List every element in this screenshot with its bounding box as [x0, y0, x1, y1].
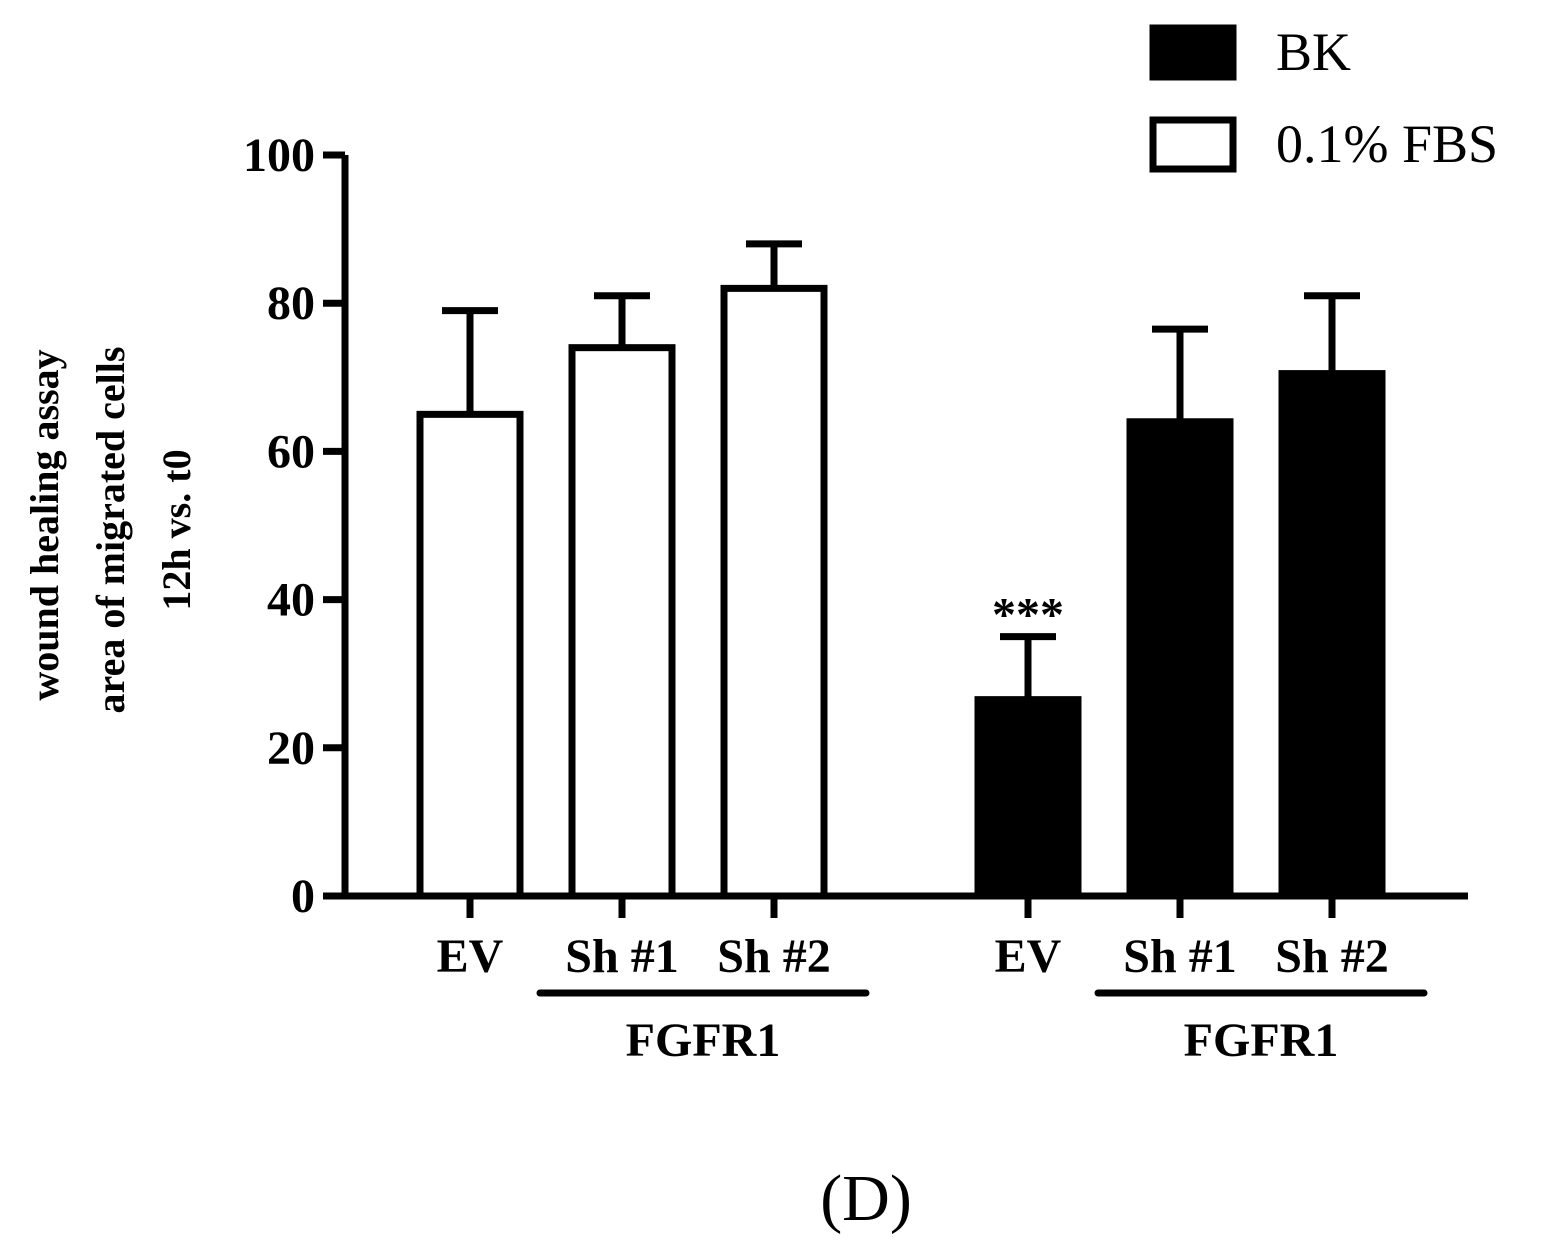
- y-axis-title: wound healing assay area of migrated cel…: [22, 347, 199, 714]
- legend-label: BK: [1276, 22, 1351, 82]
- legend: BK 0.1% FBS: [1149, 22, 1498, 174]
- bar: [974, 696, 1082, 900]
- x-tick-label: Sh #1: [1123, 930, 1236, 983]
- x-tick-label: EV: [437, 930, 504, 983]
- legend-swatch: [1149, 24, 1237, 81]
- bars: ***: [416, 240, 1386, 900]
- y-axis-title-line-3: 12h vs. t0: [154, 449, 199, 610]
- y-tick-label: 0: [291, 870, 315, 923]
- significance-label: ***: [992, 589, 1064, 642]
- y-axis-title-line-2: area of migrated cells: [88, 347, 133, 714]
- bar: [720, 284, 828, 900]
- y-tick-label: 20: [267, 722, 315, 775]
- y-ticks: 0 20 40 60 80 100: [243, 129, 345, 923]
- bar: [1126, 418, 1234, 900]
- y-tick-label: 100: [243, 129, 315, 182]
- bar: [1278, 370, 1386, 900]
- group-brackets: FGFR1 FGFR1: [536, 989, 1428, 1067]
- x-tick-label: EV: [995, 930, 1062, 983]
- y-tick-label: 60: [267, 425, 315, 478]
- group-bracket-label: FGFR1: [1184, 1014, 1339, 1067]
- panel-label: (D): [820, 1162, 912, 1235]
- x-tick-label: Sh #1: [565, 930, 678, 983]
- x-tick-label: Sh #2: [717, 930, 830, 983]
- x-tick-label: Sh #2: [1275, 930, 1388, 983]
- y-tick-label: 40: [267, 574, 315, 627]
- bar: [416, 410, 524, 900]
- y-axis-title-line-1: wound healing assay: [22, 349, 67, 700]
- legend-label: 0.1% FBS: [1276, 114, 1498, 174]
- legend-swatch: [1149, 116, 1237, 173]
- group-bracket-label: FGFR1: [626, 1014, 781, 1067]
- y-tick-label: 80: [267, 277, 315, 330]
- x-labels: EV Sh #1 Sh #2 EV Sh #1 Sh #2: [437, 896, 1389, 983]
- bar: [568, 344, 676, 900]
